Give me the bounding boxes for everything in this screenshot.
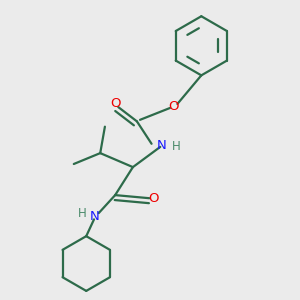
Text: H: H (78, 207, 87, 220)
Text: O: O (168, 100, 179, 113)
Text: N: N (90, 210, 100, 224)
Text: N: N (157, 139, 166, 152)
Text: O: O (110, 98, 120, 110)
Text: H: H (171, 140, 180, 153)
Text: O: O (148, 192, 158, 205)
